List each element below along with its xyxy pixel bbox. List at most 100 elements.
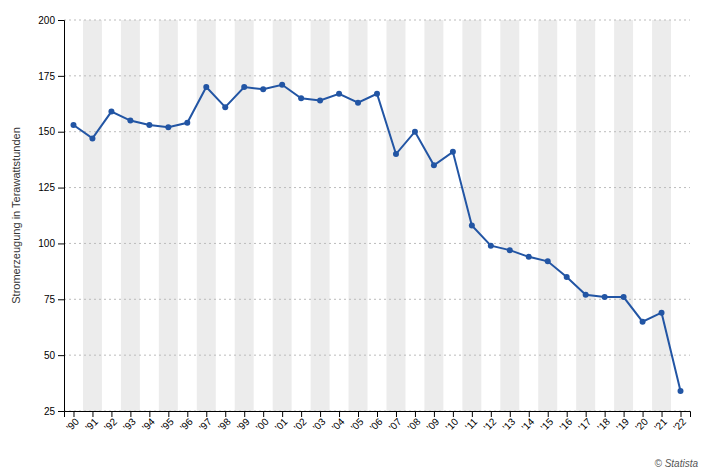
point: [298, 95, 304, 101]
tick-label: '91: [83, 416, 100, 433]
tick: '99: [235, 411, 252, 433]
column-band: [652, 20, 671, 411]
tick-label: '95: [159, 416, 176, 433]
point: [241, 84, 247, 90]
column-band: [424, 20, 443, 411]
tick: '05: [349, 411, 366, 433]
point: [583, 292, 589, 298]
column-band: [500, 20, 519, 411]
tick-mark: [529, 411, 530, 417]
tick-label: '16: [557, 416, 574, 433]
tick-label: 100: [38, 238, 55, 249]
tick-label: 50: [44, 350, 56, 361]
tick-mark: [149, 411, 150, 417]
column-band: [538, 20, 557, 411]
tick-label: '17: [576, 416, 593, 433]
point: [374, 91, 380, 97]
column-band: [159, 20, 178, 411]
tick: 50: [44, 350, 64, 361]
tick: '11: [463, 411, 480, 432]
point: [545, 258, 551, 264]
grid-line: [64, 187, 690, 188]
grid-line: [64, 355, 690, 356]
tick: '93: [121, 411, 138, 433]
point: [146, 122, 152, 128]
column-bands: [83, 20, 671, 411]
tick: '07: [387, 411, 404, 433]
tick-mark: [244, 411, 245, 417]
tick-label: '14: [519, 416, 536, 433]
tick-mark: [567, 411, 568, 417]
point: [127, 118, 133, 124]
tick-mark: [58, 355, 64, 356]
tick-label: '99: [235, 416, 252, 433]
tick: '10: [443, 411, 460, 433]
tick-label: '10: [443, 416, 460, 433]
tick: '92: [102, 411, 119, 433]
tick: '08: [406, 411, 423, 433]
tick: '13: [500, 411, 517, 433]
tick-label: '02: [292, 416, 309, 433]
chart: 255075100125150175200'90'91'92'93'94'95'…: [0, 0, 710, 473]
tick: '20: [633, 411, 650, 433]
tick-label: '21: [652, 416, 669, 433]
tick-label: '06: [368, 416, 385, 433]
point: [165, 124, 171, 130]
tick-mark: [434, 411, 435, 417]
tick-label: 75: [44, 294, 56, 305]
column-band: [349, 20, 368, 411]
point: [678, 388, 684, 394]
grid-line: [64, 299, 690, 300]
tick: '01: [273, 411, 290, 433]
tick-label: '20: [633, 416, 650, 433]
tick-label: '15: [538, 416, 555, 433]
point: [602, 294, 608, 300]
y-axis: 255075100125150175200: [38, 15, 64, 417]
tick-label: '12: [481, 416, 498, 433]
tick-label: '92: [102, 416, 119, 433]
axis-title: Stromerzeugung in Terawattstunden: [10, 127, 22, 304]
tick-label: '97: [197, 416, 214, 433]
tick-mark: [263, 411, 264, 417]
tick-label: 200: [38, 15, 55, 26]
axis-line: [65, 412, 691, 418]
grid-line: [64, 243, 690, 244]
tick: '14: [519, 411, 536, 433]
tick-mark: [130, 411, 131, 417]
point: [70, 122, 76, 128]
tick-label: 150: [38, 126, 55, 137]
tick-mark: [624, 411, 625, 417]
column-band: [311, 20, 330, 411]
tick-mark: [58, 299, 64, 300]
tick: 150: [38, 126, 64, 137]
tick-mark: [510, 411, 511, 417]
tick-label: '98: [216, 416, 233, 433]
tick: '04: [330, 411, 347, 433]
point: [412, 129, 418, 135]
tick-label: '01: [273, 416, 290, 433]
tick-label: 25: [44, 406, 56, 417]
point: [108, 109, 114, 115]
grid-line: [64, 131, 690, 132]
tick-label: '22: [671, 416, 688, 433]
tick: '16: [557, 411, 574, 433]
tick-label: '07: [387, 416, 404, 433]
grid-line: [64, 75, 690, 76]
point: [450, 149, 456, 155]
tick: '03: [311, 411, 328, 433]
point: [279, 82, 285, 88]
tick-label: '93: [121, 416, 138, 433]
point: [621, 294, 627, 300]
tick-mark: [377, 411, 378, 417]
tick-mark: [605, 411, 606, 417]
column-band: [273, 20, 292, 411]
tick-label: '18: [595, 416, 612, 433]
column-band: [197, 20, 216, 411]
tick-mark: [58, 76, 64, 77]
column-band: [576, 20, 595, 411]
tick-mark: [681, 411, 682, 417]
point: [203, 84, 209, 90]
marks: [70, 82, 683, 394]
tick: '09: [424, 411, 441, 433]
tick: '95: [159, 411, 176, 433]
